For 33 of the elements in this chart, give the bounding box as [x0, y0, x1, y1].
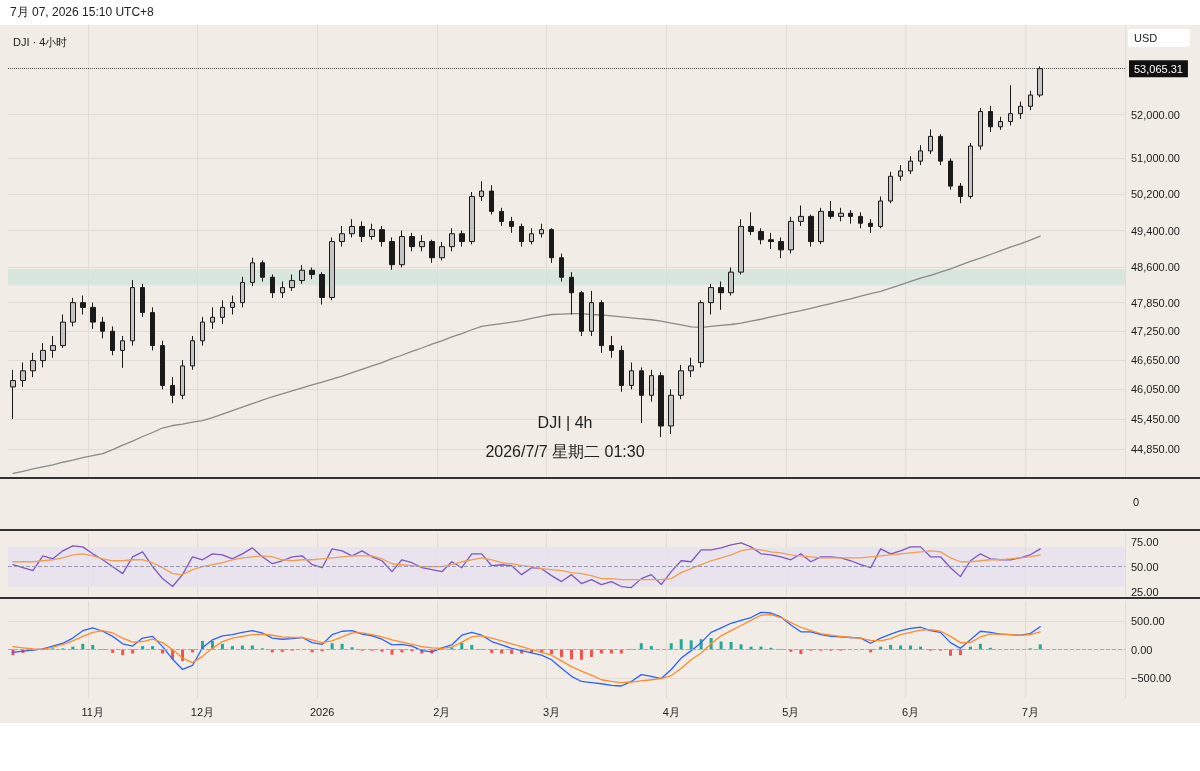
x-tick-label: 11月	[81, 705, 104, 718]
y-tick-label: 46,650.00	[1131, 354, 1180, 367]
x-tick-label: 4月	[662, 705, 680, 718]
y-tick-label: 0.00	[1131, 643, 1153, 656]
x-tick-label: 2月	[433, 705, 451, 718]
y-tick-label: 49,400.00	[1131, 224, 1180, 237]
y-tick-label: 46,050.00	[1131, 383, 1180, 396]
y-tick-label: 47,850.00	[1131, 296, 1180, 309]
x-tick-label: 6月	[902, 705, 920, 718]
y-tick-label: 25.00	[1131, 585, 1159, 598]
y-tick-label: 50.00	[1131, 560, 1159, 573]
y-tick-label: 500.00	[1131, 614, 1165, 627]
y-tick-label: 47,250.00	[1131, 325, 1180, 338]
text: 7月 07, 2026 15:10 UTC+8	[10, 4, 154, 21]
y-tick-label: 45,450.00	[1131, 413, 1180, 426]
text: 0	[1133, 496, 1140, 508]
x-tick-label: 7月	[1021, 705, 1039, 718]
y-tick-label: 48,600.00	[1131, 261, 1180, 274]
ref-line-label: 53,065.31	[1134, 62, 1183, 75]
y-tick-label: −500.00	[1131, 672, 1172, 685]
text: DJI · 4小时	[13, 35, 68, 48]
y-tick-label: 50,200.00	[1131, 188, 1180, 201]
y-tick-label: 51,000.00	[1131, 152, 1180, 165]
y-tick-label: 52,000.00	[1131, 108, 1180, 121]
x-tick-label: 3月	[542, 705, 561, 718]
annotation: 2026/7/7 星期二 01:30	[484, 442, 646, 462]
x-tick-label: 2026	[309, 705, 335, 718]
annotation: DJI | 4h	[536, 414, 594, 432]
y-tick-label: 44,850.00	[1131, 443, 1180, 456]
x-tick-label: 5月	[782, 705, 800, 718]
y-axis-title: USD	[1128, 29, 1190, 47]
y-tick-label: 75.00	[1131, 535, 1159, 548]
x-tick-label: 12月	[190, 705, 215, 718]
